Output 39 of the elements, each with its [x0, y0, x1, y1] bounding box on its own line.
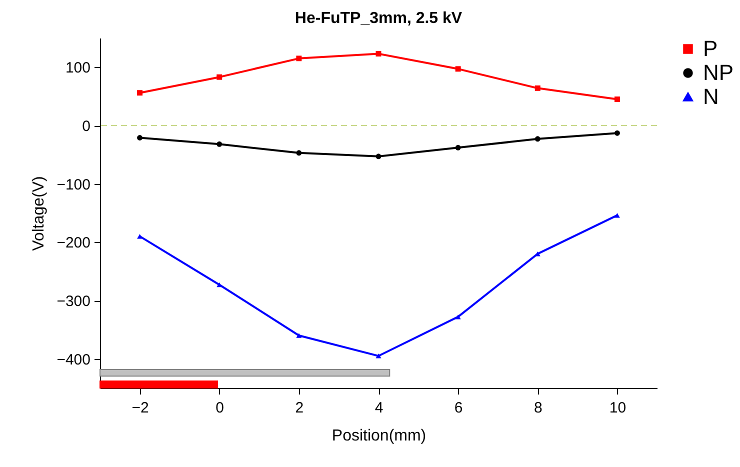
y-tick-label: −400 — [56, 351, 90, 368]
point — [376, 154, 382, 160]
y-tick-label: 0 — [82, 118, 90, 135]
point — [216, 141, 222, 147]
x-axis-title: Position(mm) — [332, 428, 426, 444]
x-tick-label: 4 — [374, 400, 384, 416]
x-tick-label: 8 — [534, 400, 542, 416]
point — [534, 85, 540, 91]
point — [376, 51, 382, 56]
x-tick-label: 10 — [609, 400, 626, 416]
y-axis-title: Voltage(V) — [30, 176, 48, 251]
y-tick-label: −100 — [56, 176, 90, 194]
point — [216, 74, 222, 80]
point — [296, 150, 302, 156]
x-tick-label: −2 — [132, 400, 149, 416]
point — [137, 135, 143, 140]
point — [455, 144, 461, 150]
y-tick-label: 100 — [65, 60, 90, 77]
point — [296, 56, 302, 62]
x-tick-label: 6 — [454, 400, 463, 416]
point — [376, 354, 382, 358]
point — [455, 314, 461, 320]
point — [455, 66, 461, 72]
legend-label: P — [703, 36, 718, 61]
point — [614, 212, 620, 218]
point — [614, 96, 620, 102]
y-tick-label: −200 — [56, 234, 90, 252]
x-tick-label: 0 — [216, 400, 224, 416]
point — [137, 234, 143, 239]
legend-label: NP — [703, 60, 734, 85]
point — [614, 130, 620, 136]
chart-title: He-FuTP_3mm, 2.5 kV — [294, 10, 462, 27]
legend-label: N — [703, 84, 719, 109]
point — [534, 136, 540, 142]
y-tick-label: −300 — [56, 293, 90, 310]
x-tick-label: 2 — [295, 400, 304, 416]
point — [137, 90, 143, 96]
point — [296, 333, 302, 338]
point — [216, 282, 222, 288]
